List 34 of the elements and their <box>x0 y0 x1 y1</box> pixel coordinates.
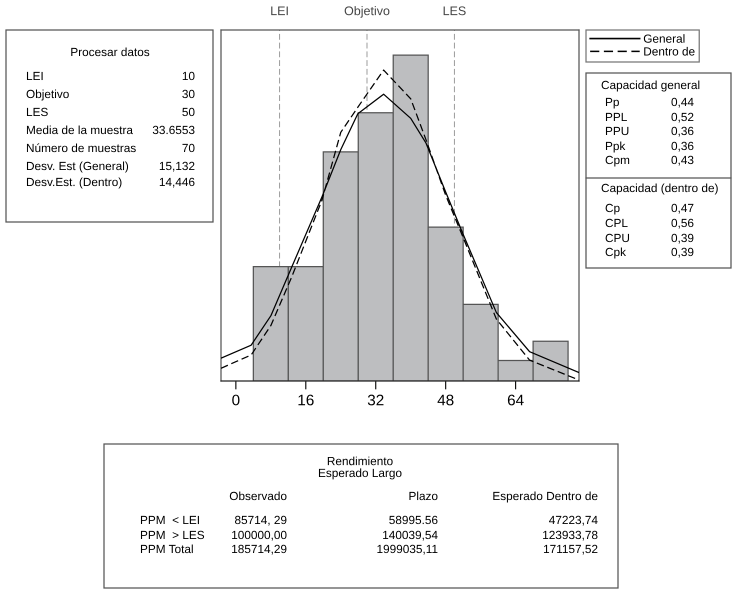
text: PPM > LES 100000,00 140039,54 123933,78 <box>140 530 598 541</box>
ref-line-label: LES <box>444 6 466 16</box>
text: PPL 0,52 <box>606 112 694 123</box>
text: Capacidad general <box>602 80 700 92</box>
text: LES 50 <box>26 108 195 116</box>
text: Cpk 0,39 <box>606 247 694 259</box>
x-tick-label: 16 <box>298 394 314 406</box>
text: Cpm 0,43 <box>606 156 694 167</box>
text: Media de la muestra 33.6553 <box>26 126 194 134</box>
text: Desv.Est. (Dentro) 14,446 <box>26 178 194 188</box>
x-tick-label: 64 <box>508 394 524 406</box>
text: Procesar datos <box>71 48 150 56</box>
text: Capacidad (dentro de) <box>602 183 718 194</box>
text: Pp 0,44 <box>606 98 694 108</box>
x-tick-label: 32 <box>368 394 384 406</box>
text: Objetivo 30 <box>26 90 195 100</box>
text: PPM Total 185714,29 1999035,11 171157,52 <box>140 544 598 555</box>
text: Rendimiento Esperado Largo <box>318 456 402 480</box>
legend-label: General <box>644 34 684 43</box>
text: Ppk 0,36 <box>606 142 694 153</box>
text: LEI 10 <box>26 72 195 80</box>
text: Desv. Est (General) 15,132 <box>26 162 194 172</box>
text: CPU 0,39 <box>606 234 694 244</box>
text: PPM < LEI 85714, 29 58995.56 47223,74 <box>140 516 598 526</box>
text: CPL 0,56 <box>606 218 694 229</box>
x-tick-label: 0 <box>232 394 240 406</box>
text: Cp 0,47 <box>606 204 694 214</box>
text: PPU 0,36 <box>606 126 694 137</box>
text: Número de muestras 70 <box>26 143 195 152</box>
text: Observado Plazo Esperado Dentro de <box>230 492 598 503</box>
x-tick-label: 48 <box>438 394 454 406</box>
ref-line-label: LEI <box>271 6 288 16</box>
legend-label: Dentro de <box>644 46 695 56</box>
ref-line-label: Objetivo <box>344 6 390 18</box>
